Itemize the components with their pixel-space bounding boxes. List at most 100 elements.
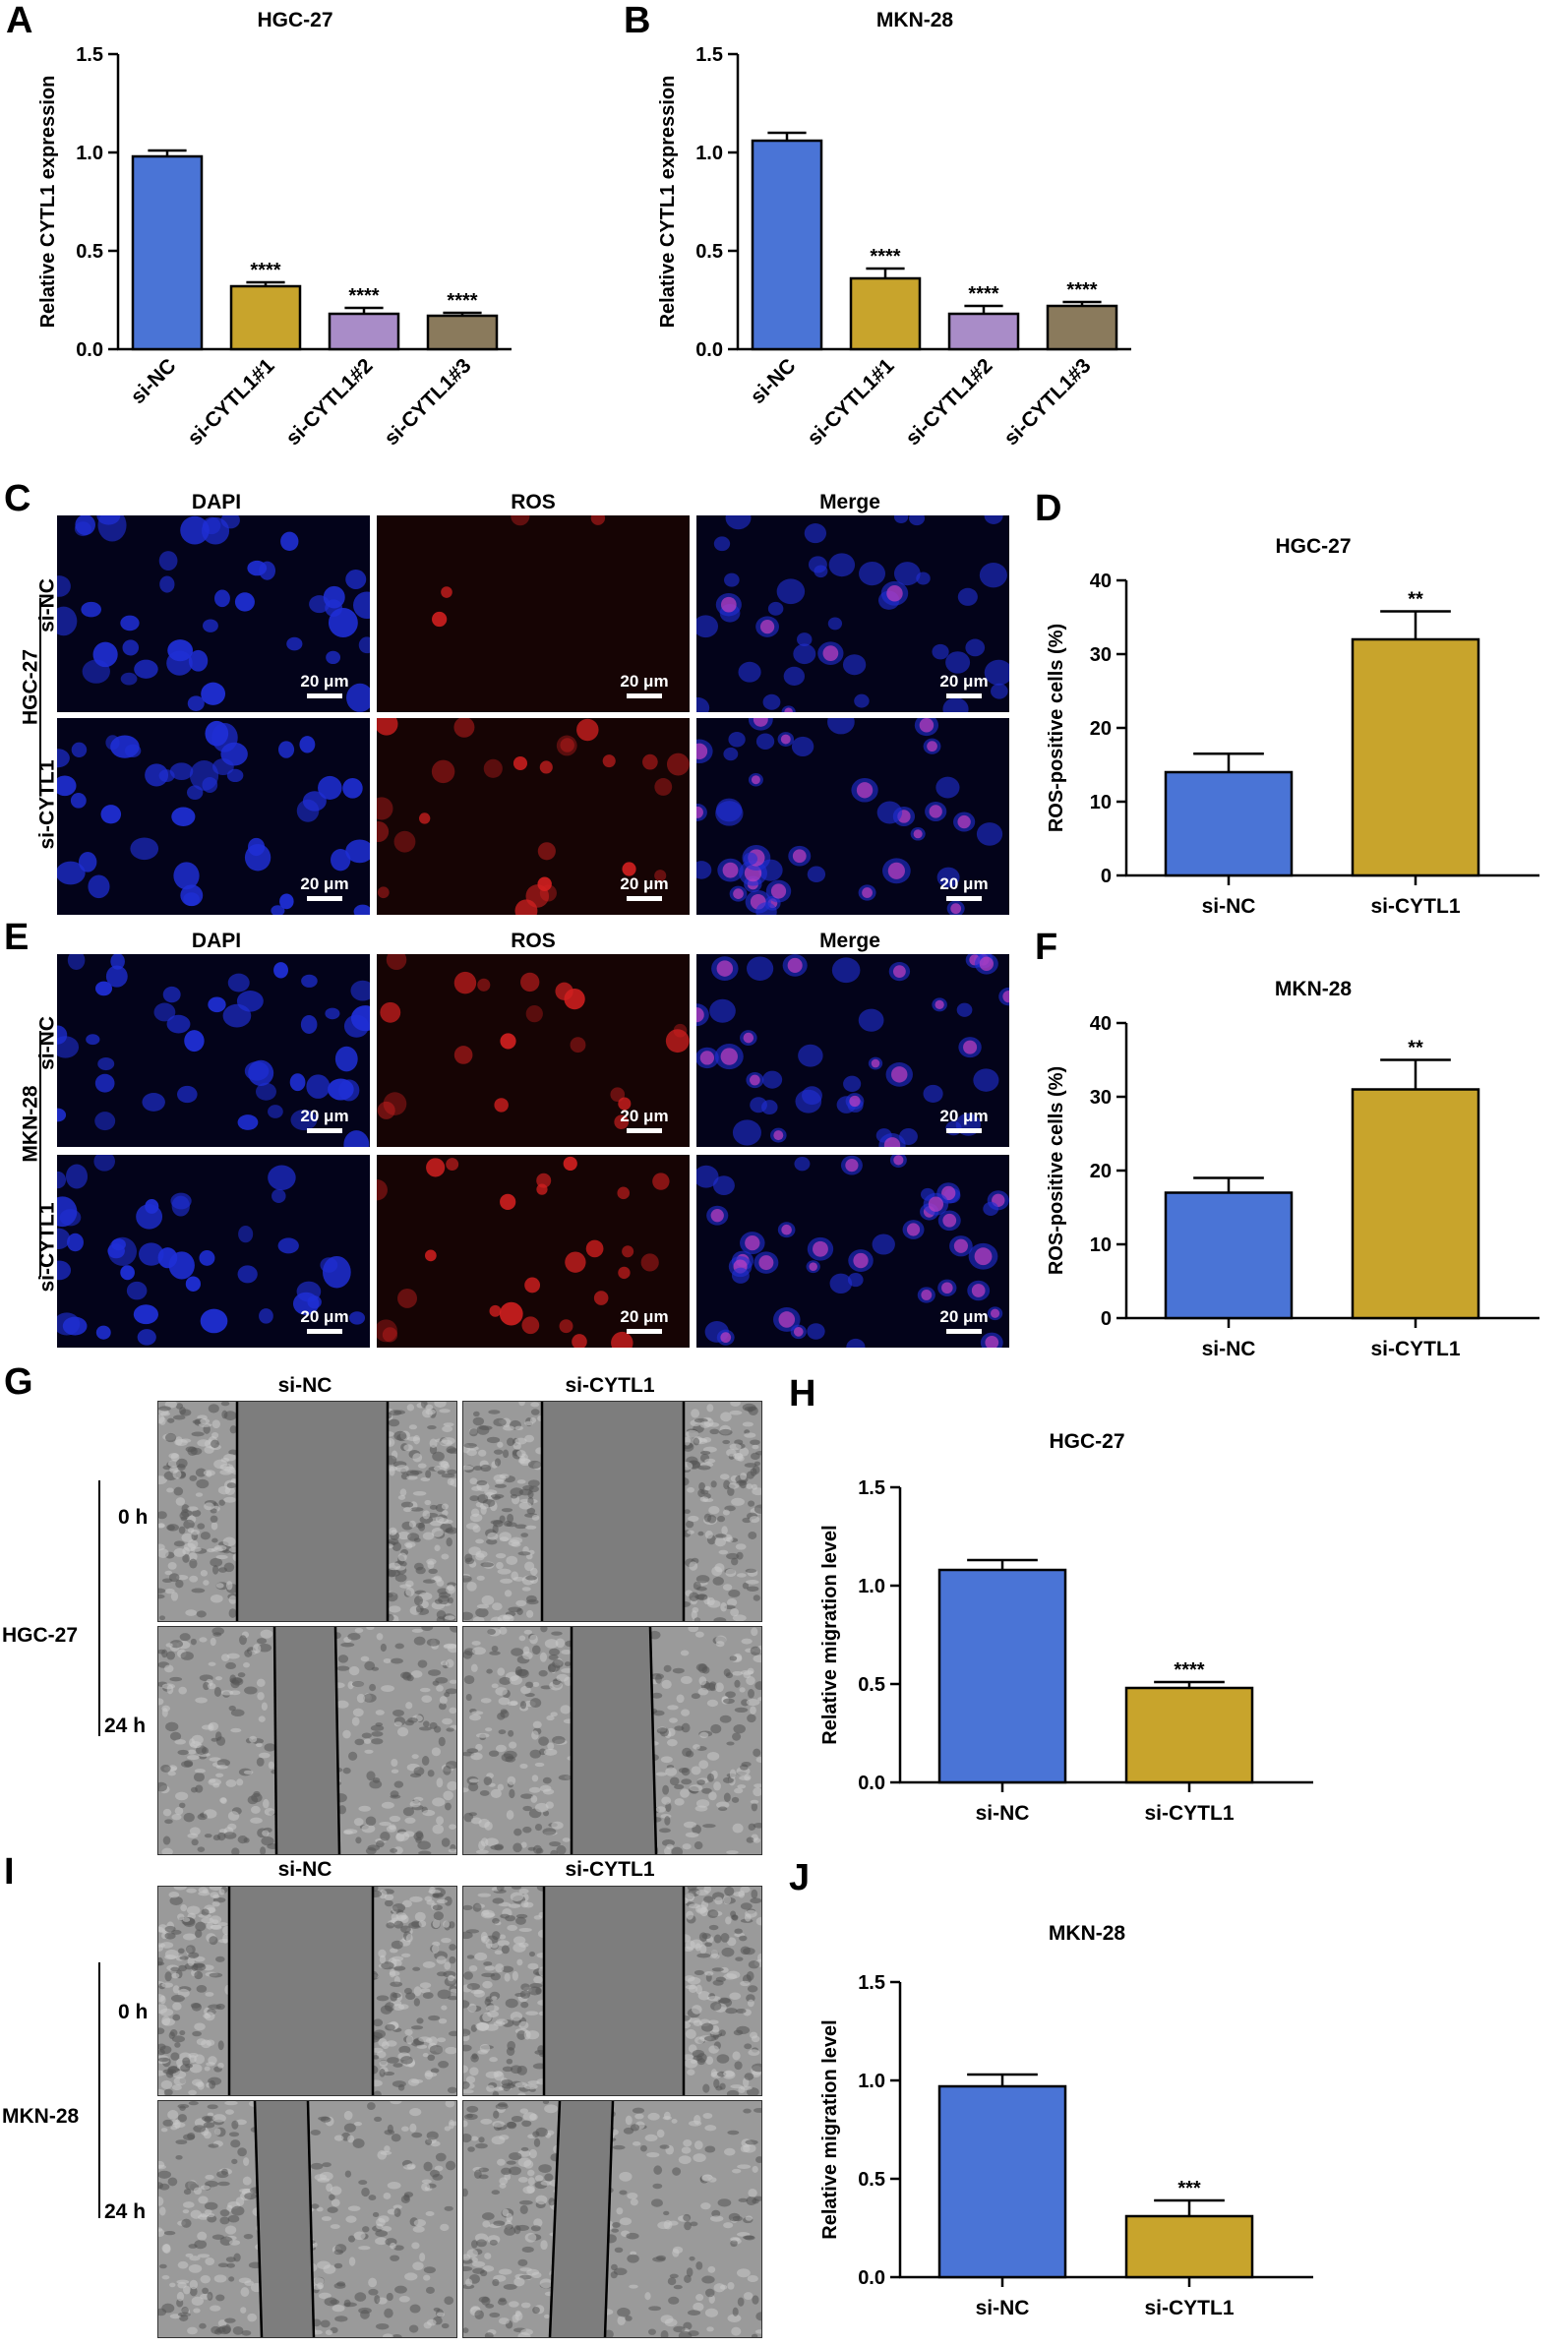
cell bbox=[436, 1816, 445, 1826]
cell bbox=[393, 1430, 407, 1441]
cell bbox=[542, 2101, 550, 2105]
cell bbox=[375, 2230, 389, 2238]
nucleus bbox=[137, 1329, 156, 1346]
cell bbox=[201, 2039, 211, 2049]
cell bbox=[659, 2144, 670, 2149]
cell bbox=[550, 1849, 559, 1854]
cell bbox=[226, 1482, 237, 1489]
cell bbox=[486, 1436, 501, 1444]
cell bbox=[360, 2310, 370, 2319]
cell bbox=[183, 1760, 194, 1768]
nucleus bbox=[139, 1242, 164, 1266]
cell bbox=[742, 1403, 756, 1412]
cell bbox=[706, 1752, 720, 1761]
nucleus bbox=[185, 1276, 201, 1292]
scale-bar-line bbox=[627, 1128, 662, 1133]
cell bbox=[162, 1808, 172, 1817]
cell bbox=[734, 1707, 749, 1713]
nucleus bbox=[227, 973, 250, 993]
cell bbox=[517, 2092, 526, 2095]
nucleus bbox=[290, 1109, 318, 1131]
y-tick-label: 0.0 bbox=[858, 2267, 885, 2289]
bar bbox=[1046, 304, 1118, 351]
cell bbox=[616, 2207, 624, 2215]
nucleus bbox=[188, 649, 209, 672]
cell bbox=[483, 1961, 493, 1966]
scale-bar: 20 μm bbox=[933, 673, 995, 698]
ros-signal bbox=[974, 1247, 993, 1266]
cell bbox=[334, 2316, 348, 2322]
cell bbox=[744, 1774, 752, 1781]
cell bbox=[470, 2054, 479, 2063]
cell bbox=[739, 1479, 748, 1489]
cell bbox=[466, 2113, 473, 2119]
cell bbox=[669, 1717, 678, 1723]
cell bbox=[548, 2197, 556, 2206]
cell bbox=[231, 2158, 238, 2165]
cell bbox=[485, 2005, 500, 2013]
nucleus bbox=[234, 592, 255, 612]
cell bbox=[725, 1691, 736, 1699]
cell bbox=[648, 1630, 661, 1640]
cell bbox=[379, 2068, 386, 2077]
cell bbox=[398, 2296, 410, 2303]
cell bbox=[513, 1842, 522, 1853]
cell bbox=[661, 1679, 672, 1689]
cell bbox=[730, 2084, 744, 2089]
cell bbox=[211, 1565, 219, 1575]
cell bbox=[438, 1702, 447, 1711]
cell bbox=[360, 1655, 370, 1662]
y-tick-label: 30 bbox=[1090, 644, 1112, 666]
cell bbox=[750, 1897, 761, 1904]
cell bbox=[170, 2126, 178, 2131]
cell bbox=[695, 1890, 709, 1896]
cell bbox=[176, 2058, 183, 2067]
cell bbox=[215, 1773, 224, 1777]
ros-signal bbox=[611, 1331, 633, 1348]
cell bbox=[463, 1675, 475, 1685]
cell bbox=[351, 1680, 365, 1688]
cell bbox=[400, 1501, 414, 1508]
cell bbox=[625, 2115, 633, 2126]
cell bbox=[358, 2246, 371, 2251]
cell bbox=[529, 2148, 537, 2159]
cell bbox=[634, 2113, 644, 2120]
ros-signal bbox=[622, 1245, 634, 1258]
cell bbox=[701, 2275, 715, 2284]
nucleus bbox=[279, 893, 294, 910]
cell bbox=[747, 2274, 758, 2282]
cell bbox=[480, 1931, 488, 1942]
nucleus bbox=[876, 801, 903, 824]
cell bbox=[706, 1699, 719, 1708]
cell bbox=[681, 2146, 692, 2154]
nucleus bbox=[755, 902, 777, 915]
cell bbox=[196, 1478, 210, 1489]
cell bbox=[228, 1449, 238, 1456]
cell bbox=[208, 1404, 219, 1414]
cell bbox=[383, 2072, 395, 2076]
cell bbox=[446, 1585, 455, 1595]
cell bbox=[726, 1552, 740, 1560]
cell bbox=[219, 1463, 234, 1471]
cell bbox=[409, 1896, 423, 1902]
cell bbox=[727, 2282, 735, 2290]
cell bbox=[750, 1439, 760, 1446]
cell bbox=[514, 1437, 527, 1445]
cell bbox=[702, 2083, 710, 2093]
cell bbox=[463, 1465, 474, 1471]
cell bbox=[178, 1686, 187, 1695]
cell bbox=[422, 1960, 436, 1968]
wound-edge bbox=[548, 2101, 562, 2337]
nucleus bbox=[796, 632, 813, 647]
cell bbox=[740, 1946, 751, 1956]
cell bbox=[389, 1824, 396, 1831]
ros-signal bbox=[871, 1058, 880, 1068]
cell bbox=[397, 1495, 406, 1500]
cell bbox=[742, 1582, 750, 1590]
cell bbox=[721, 1947, 735, 1957]
ros-signal bbox=[793, 1327, 804, 1337]
cell bbox=[194, 2054, 206, 2065]
bar bbox=[426, 314, 499, 351]
cell bbox=[171, 1814, 182, 1821]
cell bbox=[747, 1714, 756, 1723]
